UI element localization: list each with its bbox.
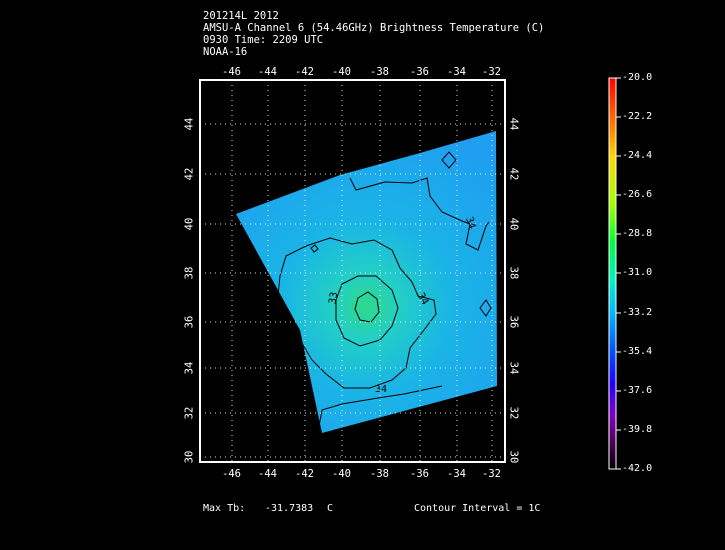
colorbar-label-0: -20.0 — [622, 72, 653, 83]
lat-tick-left-44: 44 — [183, 117, 196, 131]
title-line-1: 201214L 2012 — [203, 10, 279, 22]
lon-tick-bottom-40: -40 — [332, 468, 351, 480]
colorbar-label-2: -24.4 — [622, 150, 653, 161]
swath-area — [236, 131, 497, 433]
lon-tick-bottom-42: -42 — [295, 468, 314, 480]
max-tb-value: -31.7383 — [265, 503, 314, 514]
contour-island-ne — [441, 151, 457, 169]
lat-tick-right-30: 30 — [507, 450, 520, 464]
lat-tick-right-38: 38 — [507, 266, 520, 280]
lon-tick-top-44: -44 — [258, 66, 277, 78]
contour-labels: 33 34 34 34 — [327, 216, 477, 395]
lon-tick-top-36: -36 — [410, 66, 429, 78]
colorbar-label-3: -26.6 — [622, 189, 653, 200]
lat-tick-left-30: 30 — [183, 450, 196, 464]
contour-island-w — [310, 244, 319, 253]
max-tb-unit: C — [327, 503, 334, 514]
contour-label-34-c: 34 — [463, 216, 477, 231]
colorbar-label-6: -33.2 — [622, 307, 653, 318]
lon-tick-bottom-36: -36 — [410, 468, 429, 480]
lat-tick-left-40: 40 — [183, 217, 196, 231]
contour-34 — [277, 237, 437, 389]
lon-tick-bottom-34: -34 — [447, 468, 466, 480]
title-line-2: AMSU-A Channel 6 (54.46GHz) Brightness T… — [203, 22, 545, 34]
lon-tick-top-38: -38 — [370, 66, 389, 78]
lat-tick-right-40: 40 — [507, 217, 520, 231]
lat-tick-right-42: 42 — [507, 167, 520, 181]
colorbar — [608, 77, 617, 470]
lon-tick-top-32: -32 — [482, 66, 501, 78]
lat-tick-right-44: 44 — [507, 117, 520, 131]
title-line-3: 0930 Time: 2209 UTC — [203, 34, 324, 46]
colorbar-label-4: -28.8 — [622, 228, 653, 239]
contour-label-34-b: 34 — [375, 384, 387, 395]
lat-tick-left-36: 36 — [183, 315, 196, 329]
colorbar-label-5: -31.0 — [622, 267, 653, 278]
lon-tick-top-40: -40 — [332, 66, 351, 78]
contour-interval: Contour Interval = 1C — [414, 503, 541, 514]
colorbar-label-1: -22.2 — [622, 111, 653, 122]
lat-tick-right-36: 36 — [507, 315, 520, 329]
lat-tick-left-42: 42 — [183, 167, 196, 181]
lon-tick-bottom-44: -44 — [258, 468, 277, 480]
lat-tick-left-34: 34 — [183, 361, 196, 375]
colorbar-label-9: -39.8 — [622, 424, 653, 435]
contour-island-e — [479, 299, 492, 317]
colorbar-label-7: -35.4 — [622, 346, 653, 357]
title-line-4: NOAA-16 — [203, 46, 248, 58]
colorbar-label-8: -37.6 — [622, 385, 653, 396]
lon-tick-bottom-32: -32 — [482, 468, 501, 480]
map-frame — [199, 79, 506, 463]
colorbar-label-10: -42.0 — [622, 463, 653, 474]
lat-tick-left-32: 32 — [183, 406, 196, 420]
lon-tick-top-46: -46 — [222, 66, 241, 78]
contour-33 — [335, 275, 399, 347]
lon-tick-top-34: -34 — [447, 66, 466, 78]
lon-tick-bottom-38: -38 — [370, 468, 389, 480]
lat-tick-right-32: 32 — [507, 406, 520, 420]
contour-label-33: 33 — [327, 291, 340, 305]
lat-tick-right-34: 34 — [507, 361, 520, 375]
lat-tick-left-38: 38 — [183, 266, 196, 280]
contour-inner — [354, 291, 380, 323]
contour-outer — [317, 177, 490, 433]
lon-tick-top-42: -42 — [295, 66, 314, 78]
contour-label-34-a: 34 — [415, 291, 431, 307]
lon-tick-bottom-46: -46 — [222, 468, 241, 480]
max-tb-label: Max Tb: — [203, 503, 246, 514]
